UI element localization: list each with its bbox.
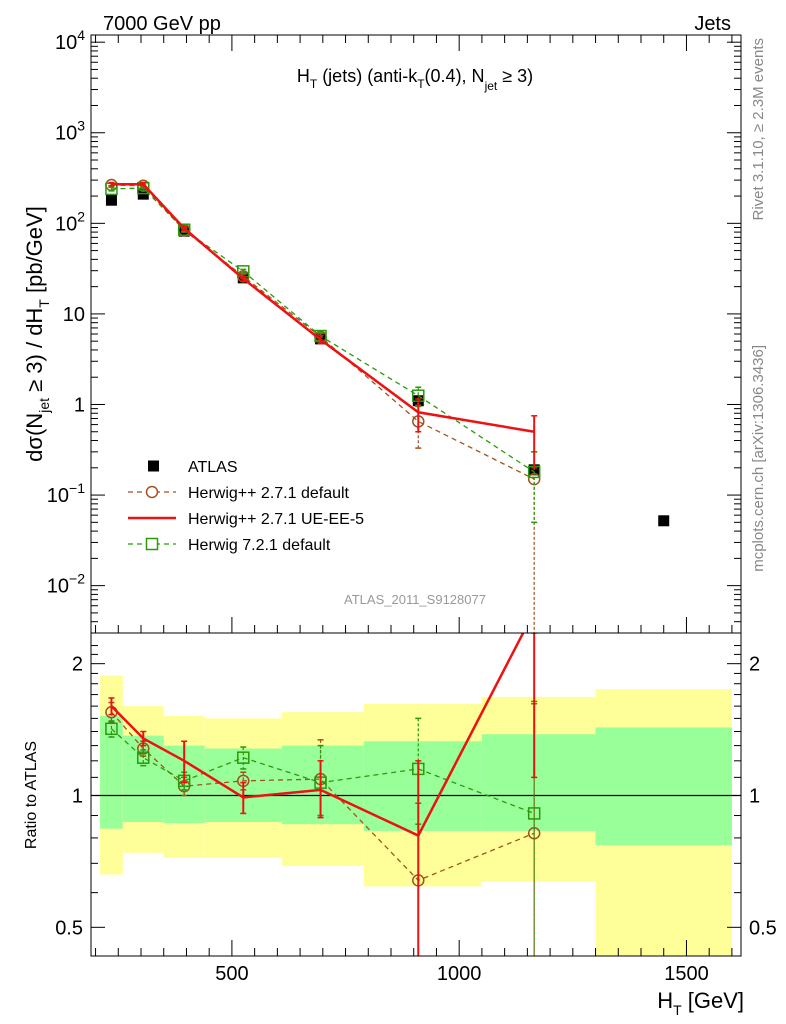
side-rivet: Rivet 3.1.10, ≥ 2.3M events bbox=[750, 38, 767, 221]
legend-label: ATLAS bbox=[188, 459, 238, 476]
point-marker bbox=[105, 722, 118, 736]
ratio-y-tick-label-right: 2 bbox=[749, 654, 760, 676]
main-axes: 10−2 10−1 1 10 102 103 104 bbox=[47, 27, 741, 634]
analysis-watermark: ATLAS_2011_S9128077 bbox=[344, 592, 486, 607]
point-marker bbox=[137, 751, 150, 764]
legend-entry: Herwig 7.2.1 default bbox=[128, 537, 331, 554]
main-ylabel: dσ(Njet ≥ 3) / dHT [pb/GeV] bbox=[22, 206, 52, 462]
legend: ATLAS Herwig++ 2.7.1 default Herwig++ 2.7.… bbox=[128, 459, 364, 554]
ratio-uncertainty-bands bbox=[100, 675, 732, 956]
legend-entry: Herwig++ 2.7.1 UE-EE-5 bbox=[128, 511, 364, 528]
main-series-herwig-2-7-1-default bbox=[105, 178, 541, 633]
ratio-y-tick-label-right: 1 bbox=[749, 785, 760, 807]
x-tick-label: 1000 bbox=[437, 963, 482, 985]
x-axis-label: HT [GeV] bbox=[657, 988, 744, 1018]
y-tick-label: 103 bbox=[55, 118, 85, 145]
band-inner bbox=[595, 727, 732, 846]
ratio-y-tick-label: 1 bbox=[72, 785, 83, 807]
ratio-series bbox=[105, 633, 541, 956]
series-line bbox=[111, 183, 535, 433]
legend-marker bbox=[145, 537, 159, 551]
data-marker bbox=[658, 515, 670, 527]
header-right: Jets bbox=[694, 13, 731, 35]
band-inner bbox=[481, 734, 596, 831]
data-marker bbox=[105, 194, 117, 206]
y-tick-label: 1 bbox=[74, 394, 85, 416]
ratio-series-herwig-2-7-1-ue-ee-5 bbox=[108, 633, 538, 956]
point-marker bbox=[527, 807, 541, 820]
y-tick-label: 104 bbox=[55, 27, 85, 54]
ratio-y-tick-label-right: 0.5 bbox=[749, 917, 777, 939]
ratio-ylabel: Ratio to ATLAS bbox=[23, 741, 40, 849]
point-marker bbox=[237, 751, 250, 764]
legend-label: Herwig++ 2.7.1 UE-EE-5 bbox=[188, 511, 364, 528]
y-tick-label: 10 bbox=[63, 304, 85, 326]
main-series-herwig-7-2-1-default bbox=[105, 181, 541, 524]
legend-label: Herwig 7.2.1 default bbox=[188, 537, 331, 554]
y-tick-label: 10−2 bbox=[47, 571, 85, 598]
point-marker bbox=[177, 223, 191, 236]
legend-label: Herwig++ 2.7.1 default bbox=[188, 485, 350, 502]
main-series-herwig-2-7-1-ue-ee-5 bbox=[108, 181, 538, 469]
ratio-y-tick-label: 2 bbox=[72, 654, 83, 676]
header-left: 7000 GeV pp bbox=[103, 13, 221, 35]
svg-text:HT [GeV]: HT [GeV] bbox=[657, 988, 744, 1018]
legend-entry: Herwig++ 2.7.1 default bbox=[128, 485, 350, 502]
legend-marker bbox=[145, 485, 159, 499]
y-tick-label: 10−1 bbox=[47, 480, 85, 507]
band-inner bbox=[100, 715, 123, 829]
main-series bbox=[105, 178, 670, 633]
x-tick-label: 1500 bbox=[664, 963, 709, 985]
legend-entry: ATLAS bbox=[148, 459, 238, 476]
svg-text:HT (jets) (anti-kT(0.4), Njet: HT (jets) (anti-kT(0.4), Njet ≥ 3) bbox=[297, 66, 533, 93]
main-title: HT (jets) (anti-kT(0.4), Njet ≥ 3) bbox=[297, 66, 533, 93]
ratio-axes: 500 1000 1500 0.5 0.5 1 1 2 2 bbox=[55, 645, 777, 985]
y-tick-label: 102 bbox=[55, 208, 85, 235]
x-tick-label: 500 bbox=[215, 963, 248, 985]
svg-text:dσ(Njet ≥ 3) / dHT [pb/GeV]: dσ(Njet ≥ 3) / dHT [pb/GeV] bbox=[22, 206, 52, 462]
ratio-frame bbox=[90, 632, 742, 957]
side-mcplots: mcplots.cern.ch [arXiv:1306.3436] bbox=[750, 345, 767, 572]
ratio-y-tick-label: 0.5 bbox=[55, 917, 83, 939]
legend-marker bbox=[148, 460, 159, 472]
